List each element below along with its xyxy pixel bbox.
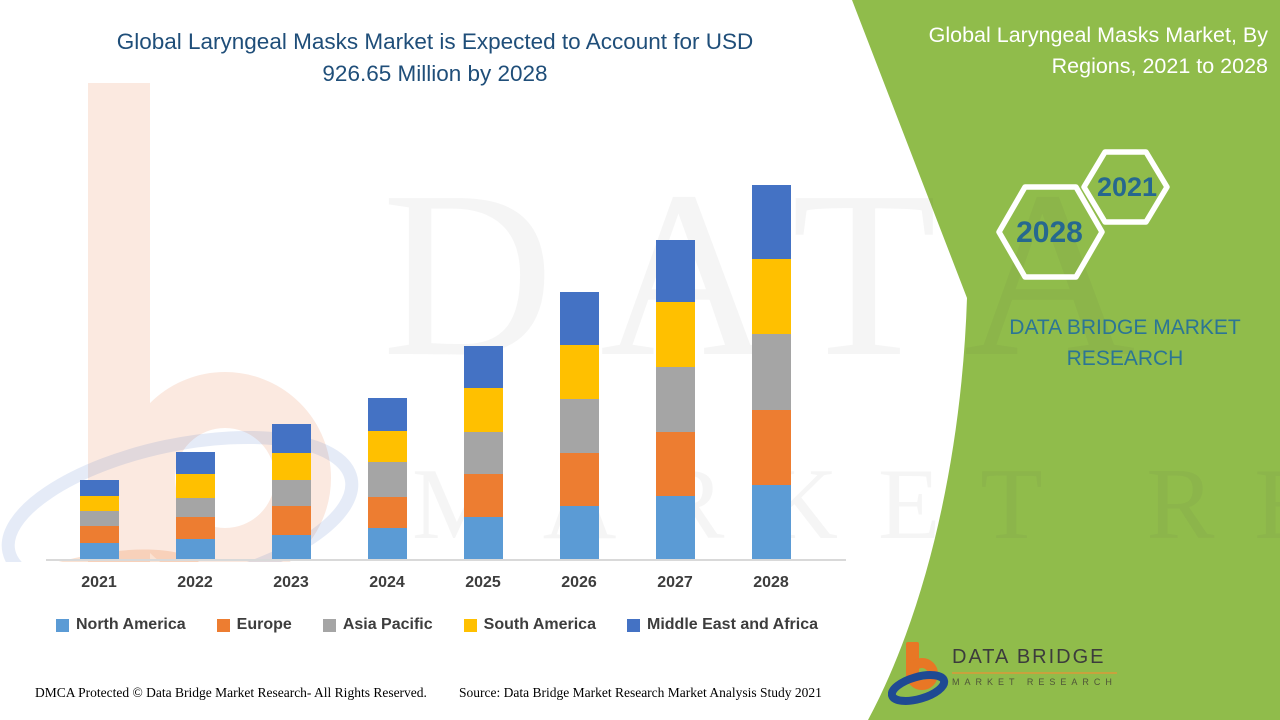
hexagon-label-2028: 2028	[1016, 216, 1083, 249]
chart-main-title: Global Laryngeal Masks Market is Expecte…	[116, 29, 754, 86]
footer-dmca: DMCA Protected © Data Bridge Market Rese…	[35, 685, 427, 700]
bar-segment-europe	[559, 453, 599, 507]
x-axis-label-2023: 2023	[273, 574, 309, 591]
bar-segment-south-america	[271, 452, 311, 480]
bar-segment-south-america	[175, 473, 215, 498]
bar-segment-south-america	[655, 301, 695, 367]
bar-segment-north-america	[655, 496, 695, 559]
bar-segment-asia-pacific	[751, 333, 791, 410]
legend-label: South America	[483, 616, 596, 633]
logo-name: DATA BRIDGE	[952, 646, 1117, 674]
right-panel-title: Global Laryngeal Masks Market, By Region…	[928, 23, 1268, 78]
logo-subtitle: MARKET RESEARCH	[952, 677, 1117, 687]
bar-segment-middle-east-and-africa	[559, 292, 599, 346]
bar-segment-europe	[751, 409, 791, 485]
x-axis-label-2022: 2022	[177, 574, 213, 591]
bar-column-2025	[435, 345, 531, 559]
bar-column-2023	[243, 423, 339, 559]
bar-column-2021	[51, 480, 147, 559]
x-axis-labels: 2021 2022 2023 2024 2025 2026 2027 2028	[51, 574, 819, 592]
legend-label: Europe	[236, 616, 292, 633]
legend-item-south-america: South America	[463, 616, 596, 634]
bar-segment-asia-pacific	[271, 479, 311, 506]
legend-item-north-america: North America	[56, 616, 186, 634]
bar-segment-north-america	[175, 538, 215, 559]
bar-segment-europe	[655, 431, 695, 496]
bar-segment-south-america	[559, 345, 599, 400]
x-axis-label-2028: 2028	[753, 574, 789, 591]
x-axis-label-2027: 2027	[657, 574, 693, 591]
bar-segment-asia-pacific	[175, 497, 215, 517]
bar-segment-south-america	[367, 430, 407, 462]
legend-swatch-icon	[216, 618, 230, 632]
legend-swatch-icon	[56, 618, 69, 632]
bar-segment-asia-pacific	[367, 461, 407, 497]
legend-label: Asia Pacific	[342, 616, 433, 633]
legend-item-asia-pacific: Asia Pacific	[322, 616, 433, 634]
bar-segment-middle-east-and-africa	[463, 345, 503, 388]
bar-segment-north-america	[463, 517, 503, 559]
legend-swatch-icon	[322, 618, 336, 632]
x-axis-label-2025: 2025	[465, 574, 501, 591]
bar-segment-south-america	[463, 387, 503, 432]
bar-column-2024	[339, 397, 435, 559]
brand-text: DATA BRIDGE MARKET RESEARCH	[1009, 316, 1241, 370]
plot-area	[51, 184, 819, 559]
bar-segment-middle-east-and-africa	[367, 397, 407, 431]
bar-column-2026	[531, 292, 627, 559]
bar-segment-europe	[79, 525, 119, 543]
bar-segment-asia-pacific	[655, 366, 695, 432]
legend-item-middle-east-and-africa: Middle East and Africa	[627, 616, 818, 634]
x-axis-line	[46, 559, 846, 561]
legend-label: North America	[76, 616, 186, 633]
bar-segment-middle-east-and-africa	[751, 184, 791, 259]
bar-column-2028	[723, 184, 819, 559]
legend-swatch-icon	[463, 618, 477, 632]
bar-segment-middle-east-and-africa	[175, 451, 215, 474]
bar-segment-north-america	[559, 506, 599, 559]
bar-segment-asia-pacific	[463, 431, 503, 474]
bar-segment-north-america	[271, 534, 311, 559]
x-axis-label-2026: 2026	[561, 574, 597, 591]
legend-item-europe: Europe	[216, 616, 292, 634]
bar-segment-europe	[367, 496, 407, 528]
x-axis-label-2021: 2021	[81, 574, 117, 591]
bar-column-2027	[627, 239, 723, 559]
hexagon-label-2021: 2021	[1096, 172, 1158, 202]
bar-segment-europe	[463, 473, 503, 517]
bar-segment-north-america	[751, 484, 791, 559]
bar-segment-north-america	[79, 542, 119, 559]
logo-b-icon	[888, 642, 949, 705]
footer-source: Source: Data Bridge Market Research Mark…	[459, 685, 822, 700]
bar-segment-middle-east-and-africa	[79, 480, 119, 497]
x-axis-label-2024: 2024	[369, 574, 405, 591]
bar-column-2022	[147, 451, 243, 559]
bar-segment-middle-east-and-africa	[271, 423, 311, 453]
bar-segment-north-america	[367, 527, 407, 559]
bar-segment-south-america	[79, 496, 119, 512]
bar-segment-middle-east-and-africa	[655, 239, 695, 302]
bar-segment-europe	[175, 516, 215, 539]
bar-segment-south-america	[751, 258, 791, 334]
bar-segment-asia-pacific	[559, 399, 599, 454]
legend-swatch-icon	[627, 618, 640, 632]
legend-label: Middle East and Africa	[647, 616, 818, 633]
brand-logo: DATA BRIDGE MARKET RESEARCH	[888, 640, 1128, 718]
bar-segment-asia-pacific	[79, 511, 119, 526]
bar-segment-europe	[271, 505, 311, 535]
chart-legend: North America Europe Asia Pacific South Ame…	[56, 616, 818, 634]
